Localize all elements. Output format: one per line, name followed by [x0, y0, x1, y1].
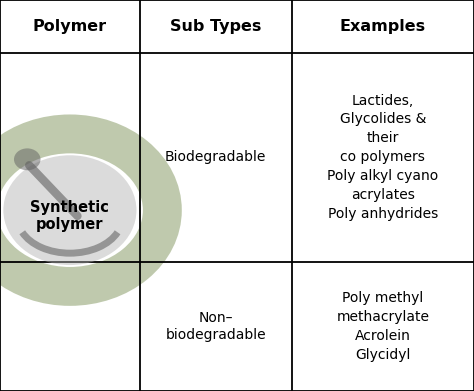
Circle shape — [3, 155, 137, 265]
Text: Sub Types: Sub Types — [170, 19, 261, 34]
Text: Non–
biodegradable: Non– biodegradable — [165, 311, 266, 342]
Text: Lactides,
Glycolides &
their
co polymers
Poly alkyl cyano
acrylates
Poly anhydri: Lactides, Glycolides & their co polymers… — [327, 93, 438, 221]
Text: Biodegradable: Biodegradable — [165, 151, 266, 164]
Text: Poly methyl
methacrylate
Acrolein
Glycidyl: Poly methyl methacrylate Acrolein Glycid… — [336, 291, 429, 362]
Text: Polymer: Polymer — [33, 19, 107, 34]
Text: Synthetic
polymer: Synthetic polymer — [30, 200, 109, 232]
Circle shape — [14, 148, 40, 170]
Text: Examples: Examples — [340, 19, 426, 34]
